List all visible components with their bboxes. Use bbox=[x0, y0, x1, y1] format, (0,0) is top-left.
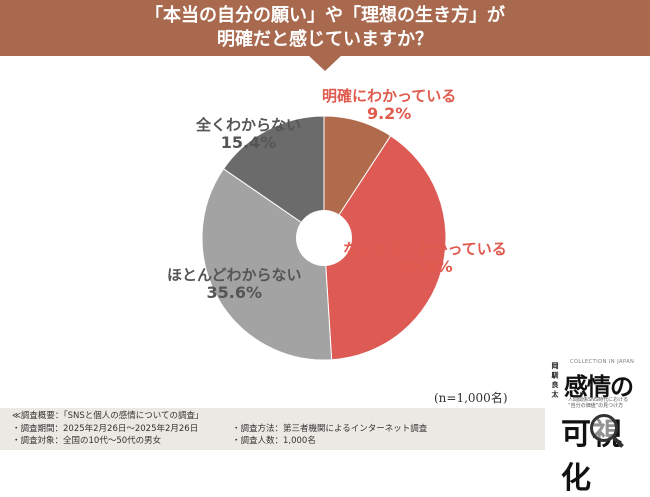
donut-hole bbox=[296, 210, 352, 266]
survey-overview: ≪調査概要：「SNSと個人の感情についての調査」 ・調査期間：2025年2月26… bbox=[0, 408, 545, 450]
survey-method: ・調査方法：第三者機関によるインターネット調査 bbox=[232, 424, 428, 434]
slice-hardly bbox=[201, 168, 333, 361]
title-banner: 「本当の自分の願い」や「理想の生き方」が 明確だと感じていますか？ bbox=[0, 0, 650, 56]
slice-value-somewhat: 39.8% bbox=[397, 257, 453, 276]
book-subtitle-1: 人間関係SNS時代における bbox=[568, 397, 629, 403]
book-caption: COLLECTION IN JAPAN bbox=[570, 359, 635, 365]
book-subtitle: 人間関係SNS時代における “自分の価値”の見つけ方 bbox=[568, 397, 628, 409]
slice-value-none: 15.4% bbox=[220, 133, 277, 152]
survey-title: ≪調査概要：「SNSと個人の感情についての調査」 bbox=[12, 411, 204, 421]
slice-label-hardly: ほとんどわからない 35.6% bbox=[167, 266, 302, 302]
book-title-top: 感情の bbox=[564, 372, 634, 401]
survey-target: ・調査対象：全国の10代～50代の男女 bbox=[12, 436, 162, 446]
sample-size: (n=1,000名) bbox=[434, 391, 508, 405]
slice-value-hardly: 35.6% bbox=[206, 283, 263, 302]
book-logo: COLLECTION IN JAPAN 岡 馴 良 太 感情の 人間関係SNS時… bbox=[548, 356, 646, 496]
book-author: 岡 馴 良 太 bbox=[551, 362, 559, 398]
slice-label-clear: 明確にわかっている 9.2% bbox=[322, 87, 456, 123]
title-line-1: 「本当の自分の願い」や「理想の生き方」が bbox=[145, 5, 505, 26]
slice-label-none: 全くわからない 15.4% bbox=[196, 116, 301, 152]
donut-chart bbox=[201, 115, 447, 361]
slice-name-somewhat: なんとなくわかっている bbox=[343, 240, 507, 258]
slice-label-somewhat: なんとなくわかっている 39.8% bbox=[343, 240, 507, 276]
magnifier-icon bbox=[590, 414, 618, 442]
survey-count: ・調査人数：1,000名 bbox=[232, 436, 316, 446]
banner-pointer bbox=[308, 55, 342, 71]
slice-none bbox=[222, 115, 325, 239]
slice-name-clear: 明確にわかっている bbox=[322, 87, 457, 105]
slice-name-none: 全くわからない bbox=[196, 116, 302, 134]
slice-somewhat bbox=[323, 135, 447, 361]
book-subtitle-2: “自分の価値”の見つけ方 bbox=[568, 403, 624, 409]
slice-value-clear: 9.2% bbox=[366, 104, 412, 123]
survey-period: ・調査期間：2025年2月26日～2025年2月26日 bbox=[12, 424, 199, 434]
slice-name-hardly: ほとんどわからない bbox=[167, 266, 302, 284]
title-line-2: 明確だと感じていますか？ bbox=[217, 29, 433, 50]
